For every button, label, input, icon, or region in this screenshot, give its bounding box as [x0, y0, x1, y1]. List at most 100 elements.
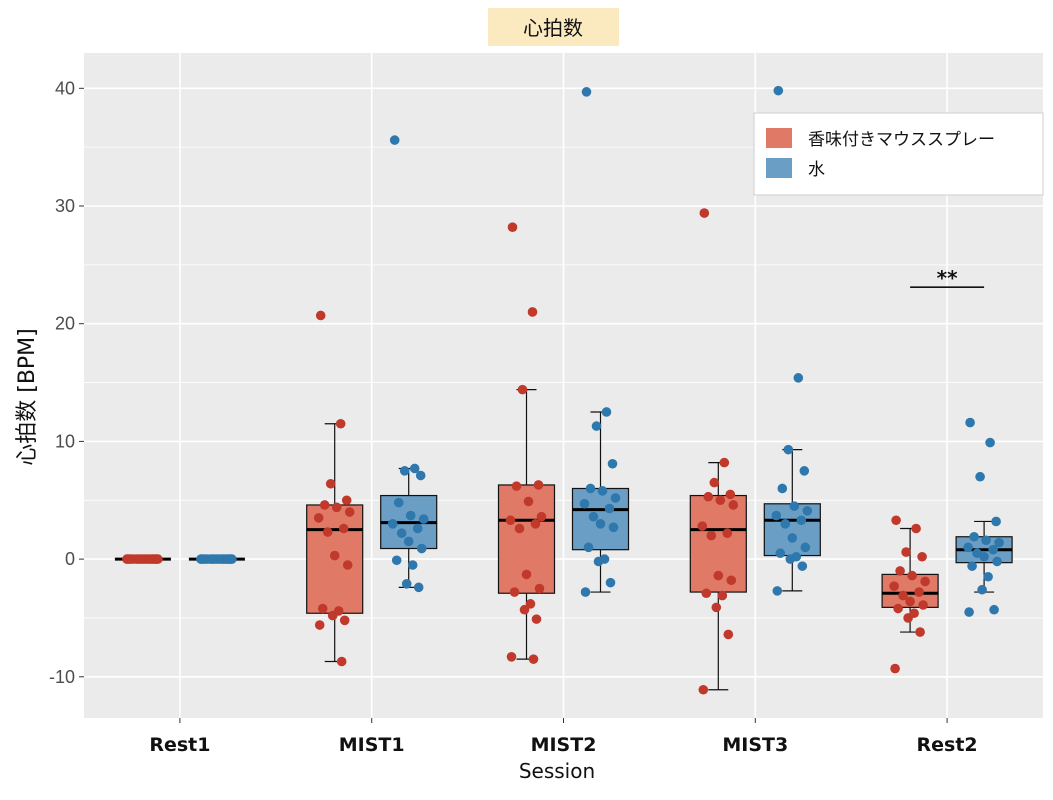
data-point: [533, 480, 544, 490]
data-point: [604, 503, 615, 514]
data-point: [336, 656, 347, 667]
data-point: [527, 307, 538, 317]
data-point: [713, 570, 724, 581]
data-point: [889, 581, 899, 591]
data-point: [506, 651, 517, 662]
data-point: [967, 561, 977, 571]
data-point: [699, 208, 710, 218]
x-tick-label-mist3: MIST3: [722, 734, 788, 756]
x-tick-label-mist2: MIST2: [531, 734, 597, 756]
data-point: [607, 458, 618, 469]
data-point: [399, 466, 410, 476]
data-point: [988, 544, 998, 555]
data-point: [709, 477, 720, 488]
data-point: [519, 604, 530, 615]
data-point: [412, 523, 423, 534]
data-point: [898, 590, 908, 601]
data-point: [314, 620, 325, 630]
data-point: [331, 502, 342, 513]
x-axis-label: Session: [519, 759, 595, 783]
data-point: [893, 603, 903, 614]
data-point: [992, 556, 1002, 567]
data-point: [521, 569, 532, 580]
data-point: [917, 551, 927, 562]
data-point: [905, 596, 915, 607]
data-point: [389, 135, 400, 145]
data-point: [610, 493, 621, 503]
data-point: [327, 610, 338, 621]
data-point: [534, 583, 545, 594]
x-tick-label-mist1: MIST1: [339, 734, 405, 756]
data-point: [706, 530, 717, 541]
data-point: [591, 421, 602, 431]
grid-lines: [84, 53, 1043, 718]
data-point: [342, 560, 353, 570]
data-point: [719, 457, 730, 468]
y-tick-label: 0: [65, 549, 75, 569]
y-tick-label: 20: [55, 314, 75, 334]
data-point: [593, 556, 604, 567]
y-axis-label: 心拍数 [BPM]: [15, 328, 40, 466]
data-point: [325, 478, 336, 489]
data-point: [895, 566, 905, 576]
data-point: [123, 554, 133, 564]
data-point: [338, 523, 349, 534]
data-point: [793, 373, 804, 383]
data-point: [891, 515, 901, 526]
data-point: [219, 554, 229, 564]
data-point: [890, 663, 900, 674]
data-point: [983, 571, 993, 582]
data-point: [703, 491, 714, 502]
data-point: [145, 554, 155, 564]
legend-swatch-scented-spray: [766, 128, 792, 148]
x-axis-ticks: Rest1 MIST1 MIST2 MIST3 Rest2: [149, 718, 978, 756]
data-point: [319, 500, 330, 510]
data-point: [525, 599, 536, 609]
data-point: [608, 522, 619, 533]
data-point: [505, 515, 516, 526]
data-point: [580, 587, 591, 597]
data-point: [723, 629, 734, 640]
legend-box: [753, 112, 1044, 196]
data-point: [583, 542, 594, 553]
legend-label-scented-spray: 香味付きマウススプレー: [808, 130, 995, 150]
data-point: [595, 518, 606, 529]
data-point: [907, 570, 917, 581]
data-point: [773, 85, 784, 96]
data-point: [981, 535, 991, 546]
data-point: [207, 554, 217, 564]
data-point: [991, 516, 1001, 527]
data-point: [403, 536, 414, 547]
data-point: [715, 495, 726, 506]
data-point: [528, 654, 539, 664]
data-point: [597, 486, 608, 496]
data-point: [772, 586, 783, 596]
data-point: [509, 587, 520, 597]
data-point: [989, 604, 999, 615]
data-point: [226, 554, 236, 564]
data-point: [975, 471, 985, 482]
data-point: [701, 588, 712, 599]
data-point: [964, 607, 974, 617]
y-tick-label: 30: [55, 196, 75, 216]
data-point: [405, 510, 416, 521]
data-point: [777, 483, 788, 494]
data-point: [517, 384, 528, 395]
data-point: [416, 543, 427, 554]
data-point: [918, 600, 928, 610]
data-point: [387, 518, 398, 529]
data-point: [152, 554, 162, 564]
data-point: [802, 506, 813, 516]
data-point: [393, 497, 404, 508]
data-point: [391, 555, 402, 566]
data-point: [901, 547, 911, 557]
data-point: [415, 470, 426, 481]
data-point: [407, 560, 418, 570]
data-point: [728, 500, 739, 510]
facet-title-strip: [488, 8, 619, 46]
data-point: [799, 466, 810, 476]
legend: 香味付きマウススプレー 水: [753, 112, 1044, 196]
data-point: [536, 511, 547, 522]
data-point: [800, 542, 811, 553]
data-point: [585, 483, 596, 494]
